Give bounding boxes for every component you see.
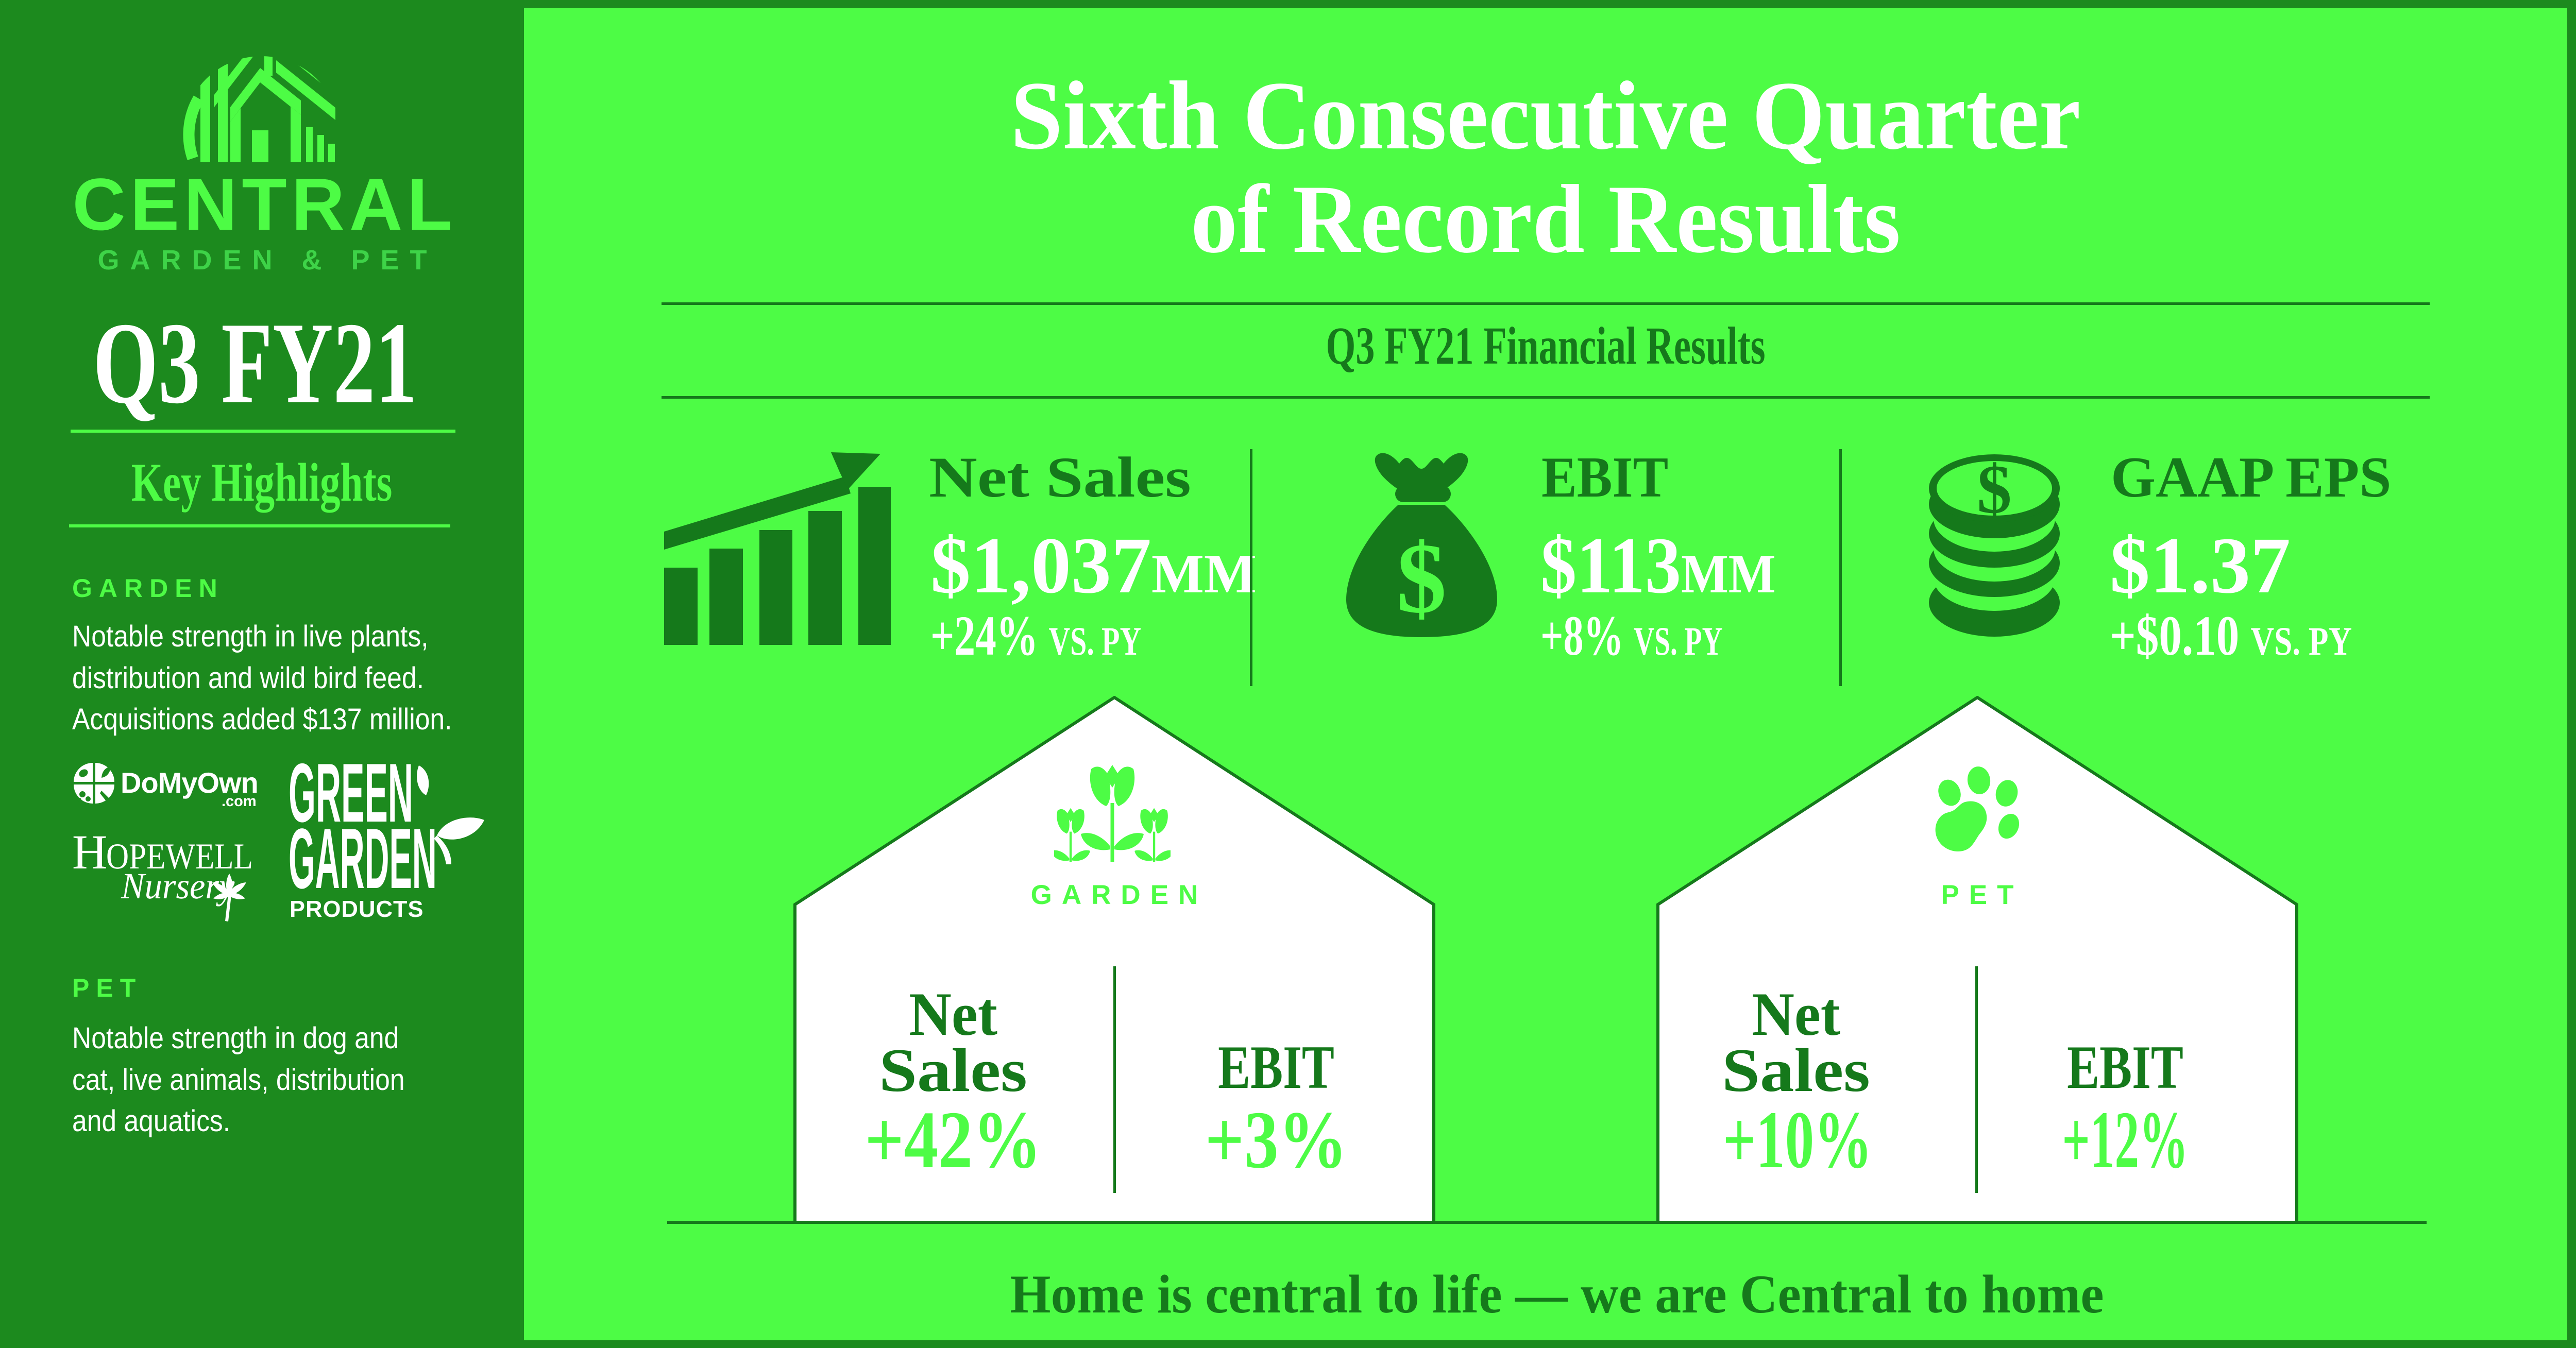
svg-text:GARDEN: GARDEN [289,811,437,907]
svg-text:H: H [72,825,108,879]
svg-text:$: $ [1977,452,2012,528]
svg-text:.com: .com [222,793,257,809]
svg-text:OPEWELL: OPEWELL [106,837,253,877]
svg-text:DoMyOwn: DoMyOwn [121,766,258,799]
svg-text:PRODUCTS: PRODUCTS [290,896,424,919]
svg-text:$: $ [1396,523,1447,634]
svg-text:GREEN: GREEN [289,757,413,840]
